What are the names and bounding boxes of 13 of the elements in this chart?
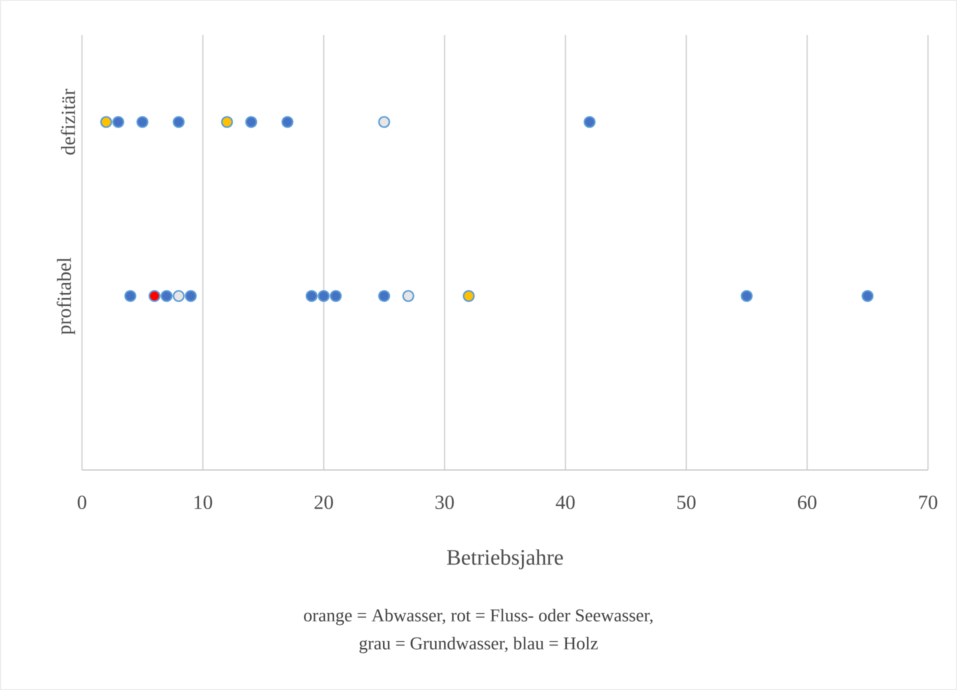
x-tick-label: 10 — [194, 496, 212, 510]
x-tick-label: 70 — [919, 496, 938, 510]
text: orange = Abwasser, rot = Fluss- oder Seewasser, — [304, 608, 653, 626]
x-tick-label: 0 — [78, 496, 86, 510]
y-tick-label: defizitär — [60, 88, 76, 155]
x-tick-label: 30 — [436, 496, 454, 510]
x-tick-label: 50 — [677, 496, 696, 510]
x-tick-label: 60 — [798, 496, 816, 510]
x-axis-title: Betriebsjahre — [446, 549, 563, 570]
text: grau = Grundwasser, blau = Holz — [360, 636, 598, 654]
x-tick-label: 40 — [556, 496, 575, 510]
y-tick-label: profitabel — [56, 258, 76, 335]
x-tick-label: 20 — [314, 496, 333, 510]
